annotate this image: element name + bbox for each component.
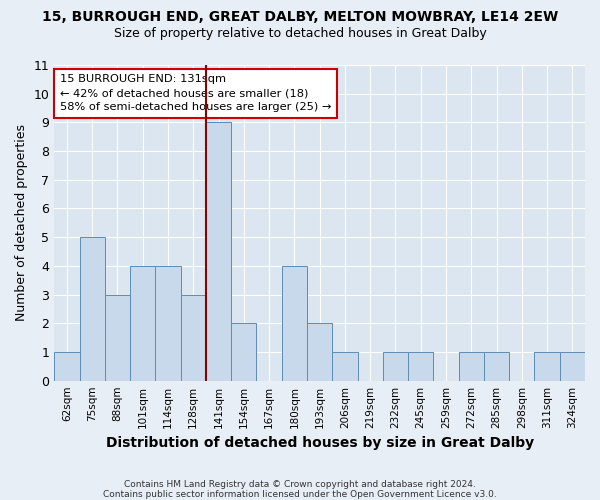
Text: Contains HM Land Registry data © Crown copyright and database right 2024.: Contains HM Land Registry data © Crown c…: [124, 480, 476, 489]
Bar: [206, 122, 231, 380]
Bar: [155, 266, 181, 380]
Bar: [332, 352, 358, 380]
Y-axis label: Number of detached properties: Number of detached properties: [15, 124, 28, 322]
Bar: [408, 352, 433, 380]
Bar: [181, 294, 206, 380]
Bar: [80, 237, 105, 380]
Bar: [105, 294, 130, 380]
Bar: [130, 266, 155, 380]
Text: 15, BURROUGH END, GREAT DALBY, MELTON MOWBRAY, LE14 2EW: 15, BURROUGH END, GREAT DALBY, MELTON MO…: [42, 10, 558, 24]
Bar: [560, 352, 585, 380]
Text: 15 BURROUGH END: 131sqm
← 42% of detached houses are smaller (18)
58% of semi-de: 15 BURROUGH END: 131sqm ← 42% of detache…: [59, 74, 331, 112]
Bar: [231, 324, 256, 380]
Bar: [484, 352, 509, 380]
Bar: [535, 352, 560, 380]
Bar: [282, 266, 307, 380]
Bar: [383, 352, 408, 380]
Bar: [307, 324, 332, 380]
Bar: [54, 352, 80, 380]
Text: Size of property relative to detached houses in Great Dalby: Size of property relative to detached ho…: [113, 28, 487, 40]
Text: Contains public sector information licensed under the Open Government Licence v3: Contains public sector information licen…: [103, 490, 497, 499]
X-axis label: Distribution of detached houses by size in Great Dalby: Distribution of detached houses by size …: [106, 436, 534, 450]
Bar: [458, 352, 484, 380]
